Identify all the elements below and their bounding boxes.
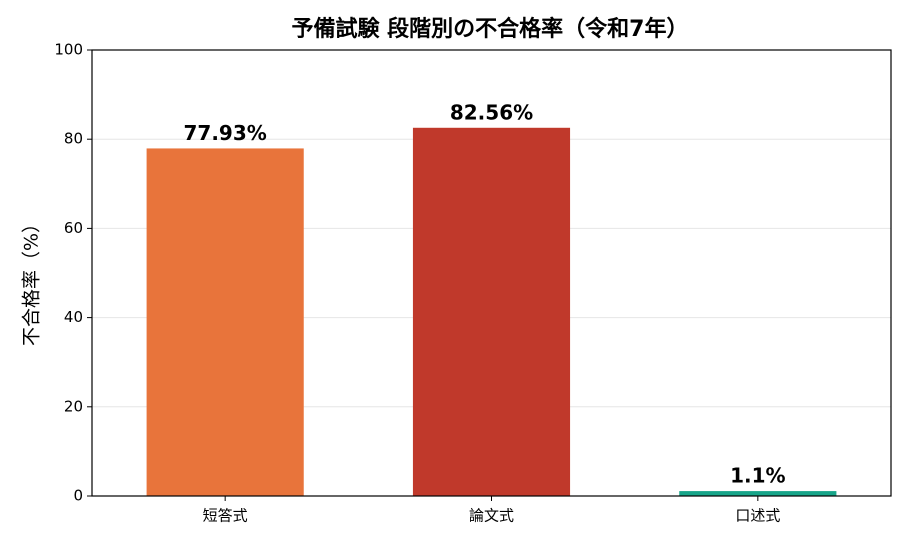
y-tick-label: 20 <box>64 397 83 415</box>
y-axis-label: 不合格率（%） <box>21 214 43 346</box>
y-tick-label: 0 <box>73 487 83 505</box>
value-label: 1.1% <box>730 464 785 488</box>
value-label: 82.56% <box>450 100 533 124</box>
x-tick-label: 短答式 <box>203 507 248 525</box>
bar <box>146 148 304 497</box>
plot-frame <box>91 49 892 497</box>
x-tick-label: 論文式 <box>469 507 514 525</box>
chart-title: 予備試験 段階別の不合格率（令和7年） <box>292 16 689 42</box>
y-tick-label: 100 <box>54 41 83 59</box>
y-tick-label: 80 <box>64 130 83 148</box>
y-tick-label: 40 <box>64 308 83 326</box>
y-tick-label: 60 <box>64 219 83 237</box>
bar <box>412 127 571 496</box>
value-label: 77.93% <box>184 121 267 145</box>
bar <box>679 491 837 496</box>
x-tick-label: 口述式 <box>735 507 780 525</box>
